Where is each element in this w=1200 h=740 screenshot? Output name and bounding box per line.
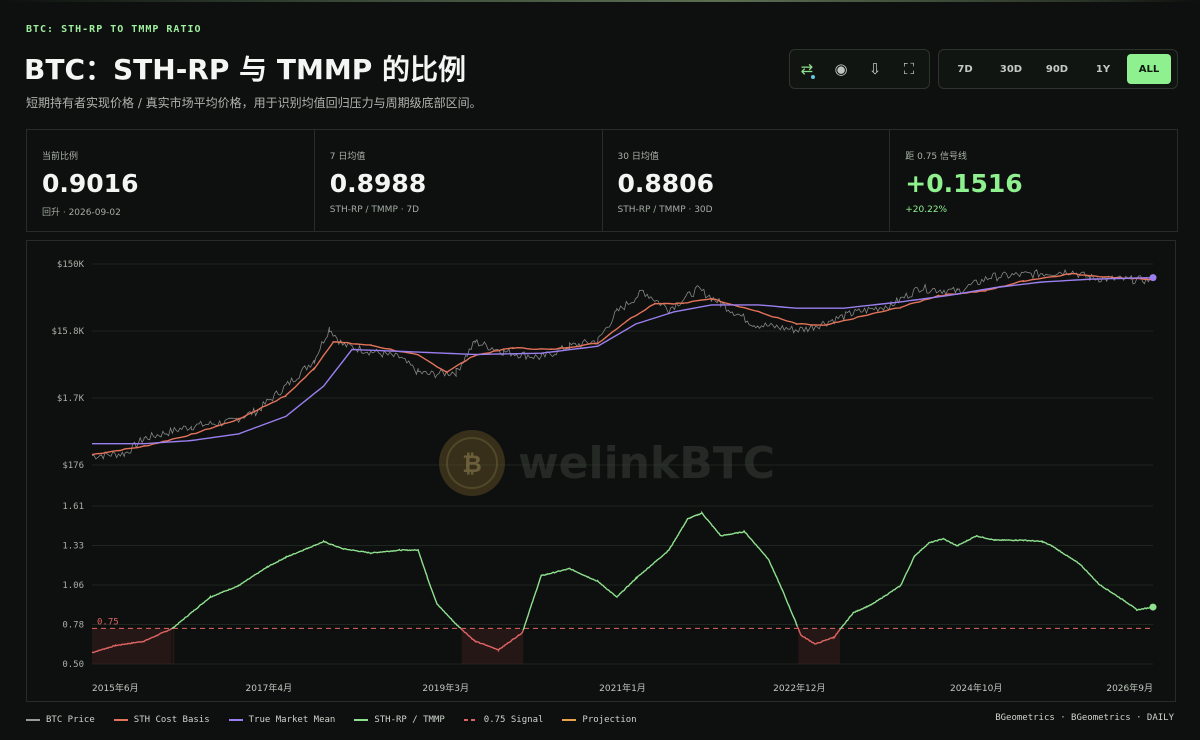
x-tick-label: 2017年4月 <box>246 682 293 694</box>
range-selector: 7D 30D 90D 1Y ALL <box>938 49 1178 89</box>
ratio-line-segment <box>796 626 841 645</box>
y-tick-label: 1.61 <box>62 502 84 512</box>
series-line-btc-price <box>91 268 1154 460</box>
legend-item[interactable]: True Market Mean <box>228 715 336 725</box>
y-tick-label: 0.78 <box>62 621 84 631</box>
stat-sub: STH-RP / TMMP · 30D <box>617 205 713 215</box>
ratio-line-segment <box>171 539 462 629</box>
x-tick-label: 2021年1月 <box>599 682 646 694</box>
series-end-marker <box>1149 274 1157 282</box>
stat-label: 距 0.75 信号线 <box>905 152 968 162</box>
ratio-line-segment <box>839 534 1154 630</box>
range-7d-button[interactable]: 7D <box>957 63 973 75</box>
bitcoin-logo-ring <box>446 437 498 489</box>
y-tick-label: 0.50 <box>62 660 84 670</box>
record-icon[interactable]: ◉ <box>834 60 848 78</box>
legend-label: True Market Mean <box>248 715 336 725</box>
download-icon[interactable]: ⇩ <box>868 60 882 78</box>
stat-card-signal-distance: 距 0.75 信号线 +0.1516 +20.22% <box>890 130 1177 231</box>
stat-value: 0.8988 <box>329 169 427 198</box>
bitcoin-symbol: ₿ <box>462 450 482 478</box>
signal-label: 0.75 <box>97 617 119 627</box>
ratio-end-marker <box>1149 603 1157 611</box>
legend-item[interactable]: 0.75 Signal <box>463 715 544 725</box>
stat-value: 0.8806 <box>617 169 714 198</box>
legend-label: 0.75 Signal <box>483 715 544 725</box>
ratio-line-segment <box>91 628 172 654</box>
data-source: BGeometrics · BGeometrics · DAILY <box>995 713 1174 723</box>
stat-sub: 回升 · 2026-09-02 <box>42 208 121 218</box>
legend-label: STH Cost Basis <box>133 715 210 725</box>
x-tick-label: 2019年3月 <box>422 682 469 694</box>
legend-label: Projection <box>582 715 637 725</box>
range-30d-button[interactable]: 30D <box>999 63 1023 75</box>
chart-legend: BTC Price STH Cost Basis True Market Mea… <box>26 713 656 727</box>
legend-item[interactable]: STH-RP / TMMP <box>354 715 445 725</box>
stat-label: 当前比例 <box>42 152 79 162</box>
signal-zone <box>798 628 840 664</box>
legend-item[interactable]: BTC Price <box>26 715 95 725</box>
x-tick-label: 2022年12月 <box>773 682 825 694</box>
series-line-sth-cost-basis <box>91 273 1154 456</box>
stat-value: 0.9016 <box>42 169 139 198</box>
y-tick-label: $15.8K <box>51 327 84 337</box>
swap-icon[interactable]: ⇄ <box>800 60 815 79</box>
legend-swatch <box>26 719 40 721</box>
y-tick-label: $150K <box>57 260 85 270</box>
legend-swatch <box>354 719 369 721</box>
page-title: BTC：STH-RP 与 TMMP 的比例 <box>24 53 466 86</box>
bitcoin-logo-icon <box>439 430 505 496</box>
stat-card-current: 当前比例 0.9016 回升 · 2026-09-02 <box>27 130 315 231</box>
x-tick-label: 2026年9月 <box>1106 682 1153 694</box>
y-tick-label: $176 <box>62 461 84 471</box>
y-tick-label: 1.33 <box>62 542 84 552</box>
stats-row: 当前比例 0.9016 回升 · 2026-09-02 7 日均值 0.8988… <box>26 129 1178 232</box>
stat-card-30d: 30 日均值 0.8806 STH-RP / TMMP · 30D <box>603 130 891 231</box>
ratio-line-segment <box>522 510 799 631</box>
legend-label: STH-RP / TMMP <box>374 715 445 725</box>
stat-label: 30 日均值 <box>617 152 659 162</box>
watermark: ₿ welinkBTC <box>439 430 775 496</box>
signal-zone <box>172 628 175 664</box>
ratio-line-segment <box>460 627 524 653</box>
watermark-text: welinkBTC <box>518 438 775 489</box>
page-subtitle: 短期持有者实现价格 / 真实市场平均价格，用于识别均值回归压力与周期级底部区间。 <box>26 96 482 110</box>
x-tick-label: 2024年10月 <box>950 682 1002 694</box>
fullscreen-icon[interactable]: ⛶ <box>903 60 915 78</box>
legend-swatch <box>113 719 128 721</box>
legend-item[interactable]: STH Cost Basis <box>113 715 210 725</box>
y-tick-label: 1.06 <box>62 581 84 591</box>
stat-sub: STH-RP / TMMP · 7D <box>329 205 420 215</box>
chart-toolbar: ⇄ ◉ ⇩ ⛶ <box>789 49 930 89</box>
series-line-true-market-mean <box>92 276 1154 445</box>
legend-item[interactable]: Projection <box>562 715 637 725</box>
y-tick-label: $1.7K <box>57 394 85 404</box>
signal-zone <box>461 628 524 664</box>
chart-panel <box>26 240 1176 702</box>
legend-swatch <box>562 719 577 721</box>
stat-label: 7 日均值 <box>329 152 366 162</box>
chart-tag: BTC: STH-RP TO TMMP RATIO <box>26 24 202 35</box>
stat-sub: +20.22% <box>905 205 948 215</box>
top-accent-line <box>0 0 1200 2</box>
range-all-button[interactable]: ALL <box>1127 54 1171 84</box>
legend-swatch <box>463 719 478 721</box>
x-tick-label: 2015年6月 <box>92 682 139 694</box>
stat-value: +0.1516 <box>905 169 1023 198</box>
legend-label: BTC Price <box>46 715 95 725</box>
stat-card-7d: 7 日均值 0.8988 STH-RP / TMMP · 7D <box>315 130 603 231</box>
legend-swatch <box>228 719 243 721</box>
range-1y-button[interactable]: 1Y <box>1095 63 1111 75</box>
active-dot <box>811 75 815 79</box>
range-90d-button[interactable]: 90D <box>1045 63 1069 75</box>
